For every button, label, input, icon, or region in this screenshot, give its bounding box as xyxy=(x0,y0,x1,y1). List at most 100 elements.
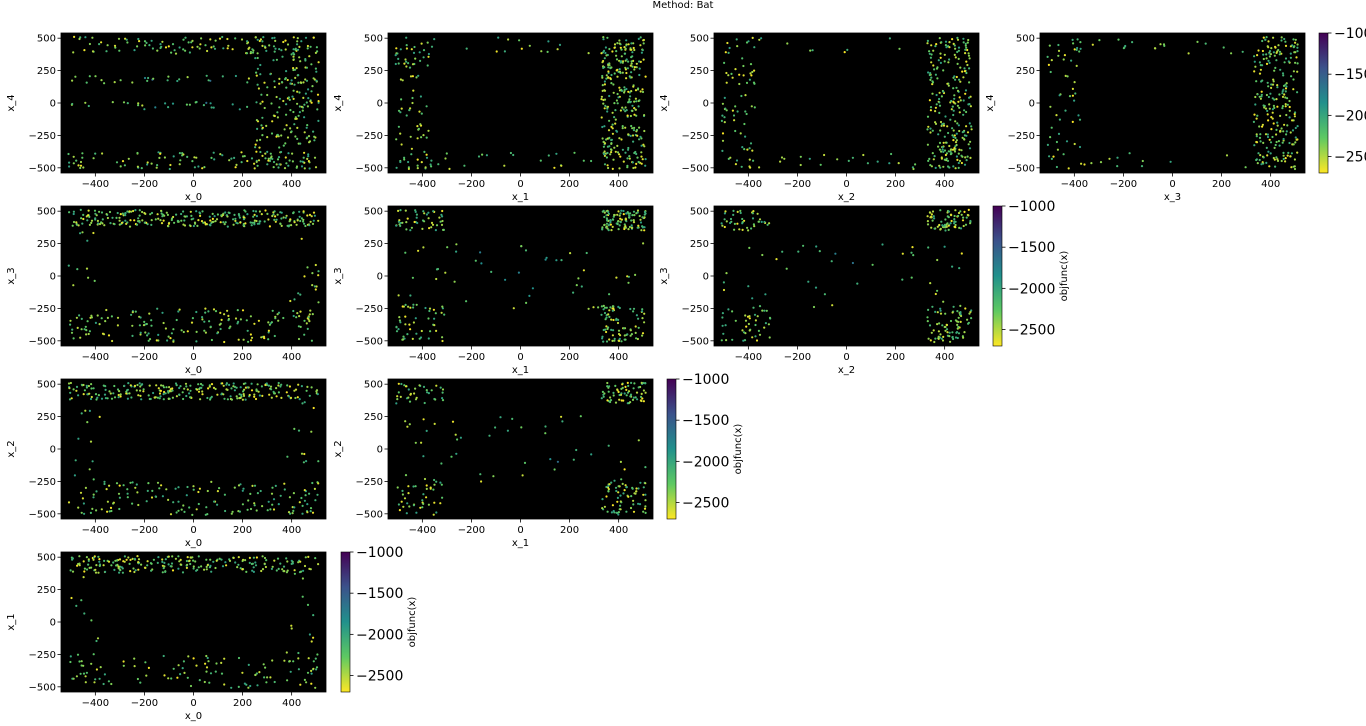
x-tick-label: 400 xyxy=(935,352,954,363)
data-point xyxy=(300,40,303,43)
data-point xyxy=(71,102,74,106)
data-point xyxy=(317,301,320,304)
data-point xyxy=(544,258,547,261)
data-point xyxy=(164,570,167,574)
data-point xyxy=(167,45,170,48)
data-point xyxy=(406,217,409,220)
data-point xyxy=(435,511,438,514)
data-point xyxy=(412,504,415,507)
data-point xyxy=(112,392,115,395)
data-point xyxy=(253,221,256,224)
data-point xyxy=(615,50,618,53)
data-point xyxy=(202,221,205,224)
data-point xyxy=(966,41,969,44)
data-point xyxy=(271,157,274,160)
data-point xyxy=(768,336,771,339)
data-point xyxy=(85,81,88,84)
data-point xyxy=(88,392,91,395)
data-point xyxy=(946,211,949,214)
data-point xyxy=(1292,70,1295,73)
data-point xyxy=(635,114,638,117)
data-point xyxy=(273,680,276,684)
data-point xyxy=(628,157,631,160)
data-point xyxy=(192,485,195,488)
data-point xyxy=(210,156,213,159)
data-point xyxy=(763,326,766,329)
x-tick-label: −200 xyxy=(784,179,811,190)
data-point xyxy=(167,397,170,400)
x-tick-label: 400 xyxy=(282,352,301,363)
data-point xyxy=(623,86,626,89)
data-point xyxy=(205,568,208,571)
data-point xyxy=(638,99,641,102)
data-point xyxy=(255,101,258,104)
data-point xyxy=(964,89,968,92)
data-point xyxy=(273,218,276,221)
data-point xyxy=(254,210,258,213)
data-point xyxy=(748,158,751,161)
data-point xyxy=(499,416,502,419)
data-point xyxy=(734,105,737,108)
data-point xyxy=(964,223,968,226)
data-point xyxy=(1258,158,1261,162)
x-tick-label: 200 xyxy=(233,179,252,190)
data-point xyxy=(78,555,81,558)
data-point xyxy=(88,468,91,471)
data-point xyxy=(113,223,116,226)
data-point xyxy=(956,50,959,54)
data-point xyxy=(1268,61,1271,64)
data-point xyxy=(631,134,635,137)
data-point xyxy=(604,46,608,49)
data-point xyxy=(400,500,403,503)
data-point xyxy=(465,300,468,303)
data-point xyxy=(235,163,238,166)
data-point xyxy=(1196,40,1199,44)
data-point xyxy=(298,105,301,108)
data-point xyxy=(939,166,942,169)
data-point xyxy=(960,213,963,216)
data-point xyxy=(270,396,273,399)
data-point xyxy=(631,161,635,164)
data-point xyxy=(956,310,959,313)
data-point xyxy=(630,42,633,45)
data-point xyxy=(936,66,939,69)
data-point xyxy=(261,100,264,103)
data-point xyxy=(424,166,427,169)
data-point xyxy=(1293,115,1296,118)
data-point xyxy=(725,81,728,84)
data-point xyxy=(299,310,302,313)
data-point xyxy=(404,474,408,477)
data-point xyxy=(1288,109,1291,112)
data-point xyxy=(632,129,636,132)
data-point xyxy=(616,496,620,499)
data-point xyxy=(240,161,243,164)
data-point xyxy=(137,37,140,41)
data-point xyxy=(426,64,429,67)
data-point xyxy=(90,314,93,317)
data-point xyxy=(601,507,604,510)
data-point xyxy=(279,211,282,214)
data-point xyxy=(222,212,225,215)
data-point xyxy=(1070,59,1073,62)
data-point xyxy=(248,46,251,49)
data-point xyxy=(727,51,730,55)
data-point xyxy=(160,222,164,225)
data-point xyxy=(252,556,255,559)
data-point xyxy=(1283,37,1286,41)
data-point xyxy=(294,388,298,391)
data-point xyxy=(85,568,89,571)
data-point xyxy=(610,318,613,321)
data-point xyxy=(191,160,194,163)
data-point xyxy=(274,39,277,43)
data-point xyxy=(954,136,957,140)
data-point xyxy=(82,502,85,505)
data-point xyxy=(946,125,949,128)
data-point xyxy=(625,486,628,489)
data-point xyxy=(174,382,178,385)
data-point xyxy=(635,490,638,493)
data-point xyxy=(92,493,95,496)
data-point xyxy=(969,140,972,143)
data-point xyxy=(1276,105,1279,108)
data-point xyxy=(938,97,941,101)
